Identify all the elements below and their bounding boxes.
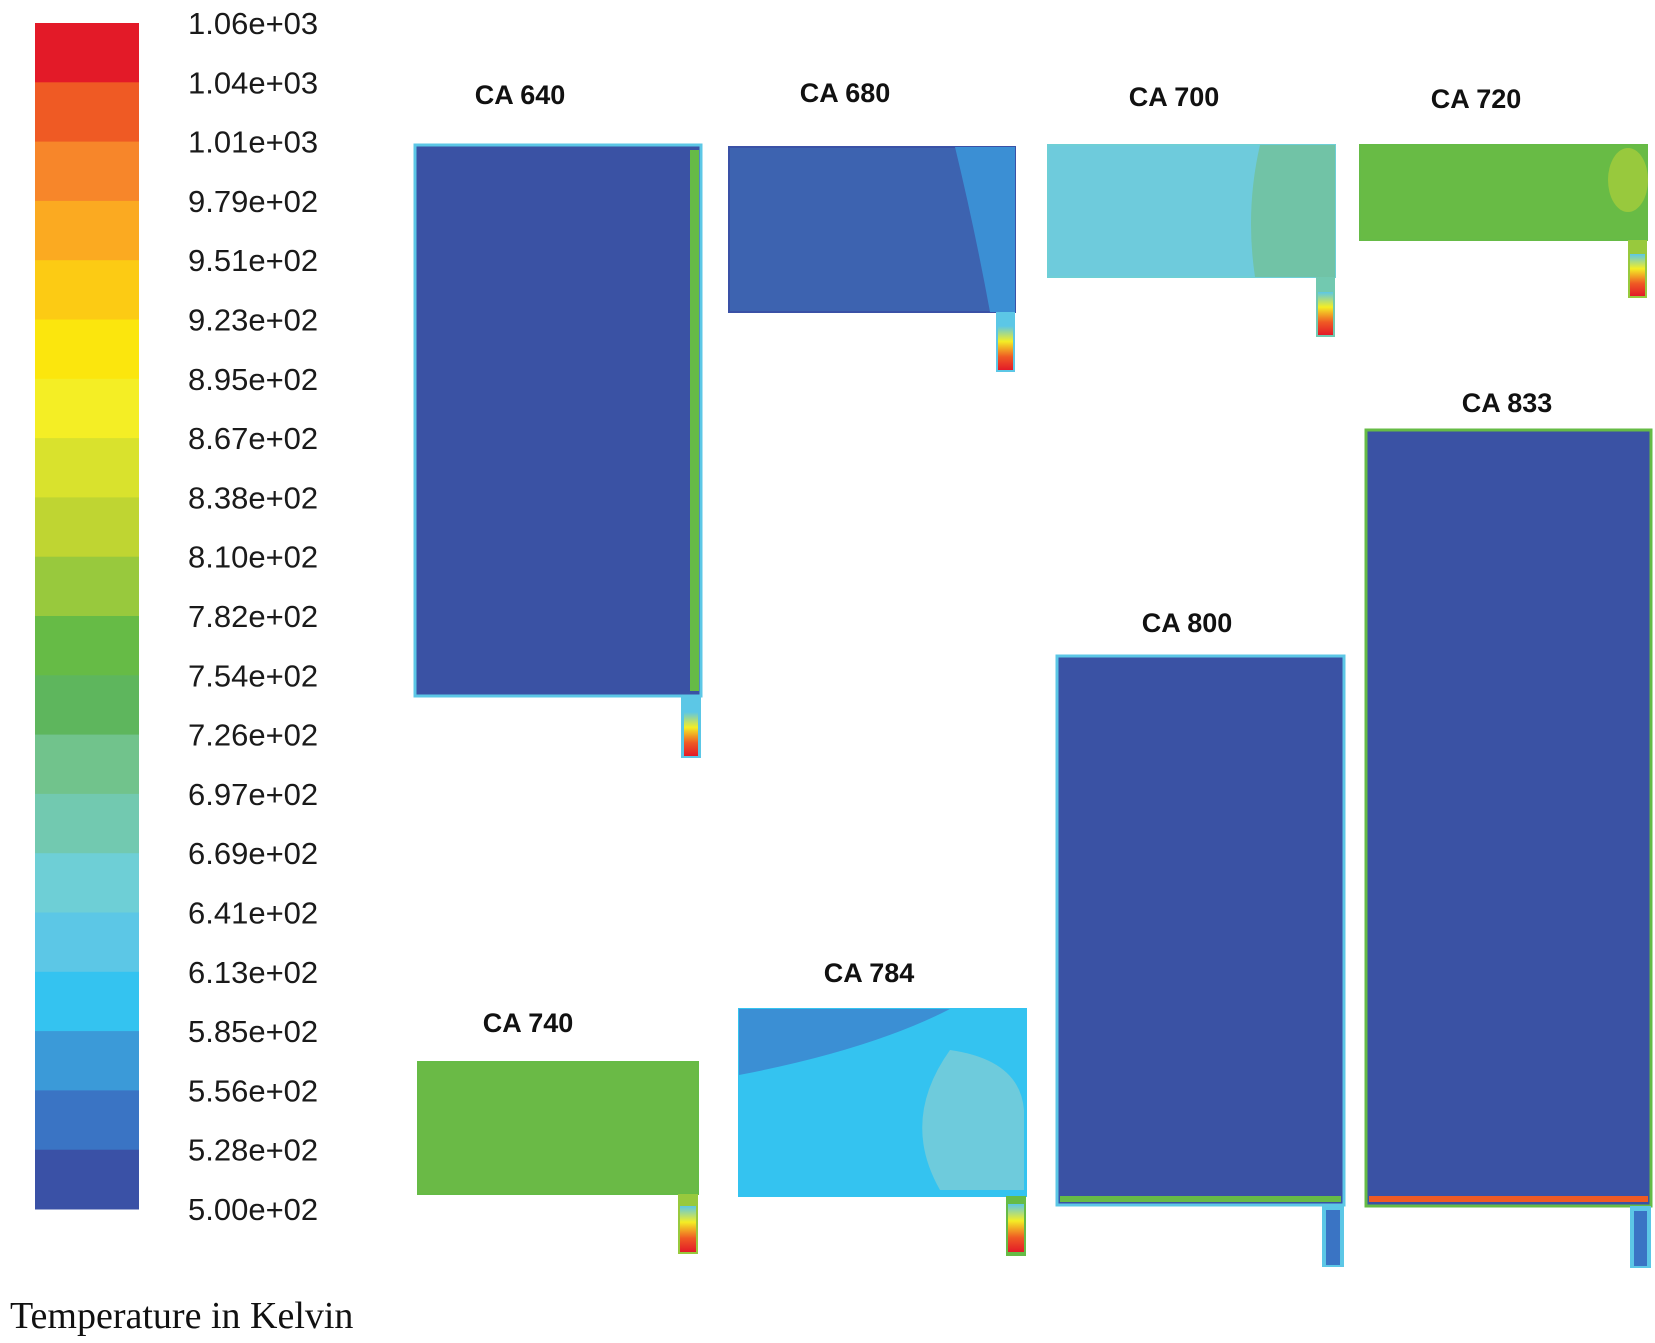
panel-ca-740: CA 740 (417, 1008, 699, 1254)
legend-tick-label: 8.67e+02 (188, 421, 318, 456)
color-band (35, 1090, 139, 1151)
legend-tick-label: 6.69e+02 (188, 836, 318, 871)
legend-tick-label: 6.13e+02 (188, 955, 318, 990)
color-band (35, 1149, 139, 1210)
color-band (35, 734, 139, 795)
panel-ca-784: CA 784 (738, 958, 1027, 1256)
legend-tick-label: 5.28e+02 (188, 1133, 318, 1168)
panel-label: CA 640 (475, 80, 566, 110)
color-band (35, 793, 139, 854)
legend-tick-label: 8.38e+02 (188, 480, 318, 515)
color-band (35, 616, 139, 676)
chamber-region (1055, 654, 1346, 1207)
legend-tick-label: 9.79e+02 (188, 184, 318, 219)
legend-tick-label: 7.54e+02 (188, 658, 318, 693)
color-band (35, 260, 139, 320)
hot-spot (680, 1206, 696, 1252)
legend-tick-label: 9.51e+02 (188, 243, 318, 278)
color-band (35, 497, 139, 558)
wall-gradient (955, 147, 1015, 312)
color-band (35, 378, 139, 439)
crevice-core (1634, 1211, 1647, 1266)
color-band (35, 438, 139, 498)
hot-spot (1318, 292, 1333, 335)
color-band (35, 319, 139, 380)
panel-ca-700: CA 700 (1047, 82, 1336, 337)
legend-caption: Temperature in Kelvin (10, 1295, 353, 1337)
color-band (35, 1031, 139, 1091)
legend-tick-label: 9.23e+02 (188, 303, 318, 338)
legend-tick-label: 5.56e+02 (188, 1073, 318, 1108)
panel-label: CA 833 (1462, 388, 1553, 418)
crevice-core (1326, 1210, 1340, 1265)
color-band (35, 853, 139, 913)
panel-ca-680: CA 680 (728, 78, 1016, 372)
hot-spot (1630, 254, 1645, 296)
panel-label: CA 680 (800, 78, 891, 108)
hot-spot (998, 326, 1013, 370)
warm-region (922, 1050, 1024, 1190)
panel-ca-800: CA 800 (1055, 608, 1346, 1267)
chamber-region (417, 1061, 699, 1195)
panel-label: CA 784 (824, 958, 915, 988)
color-band (35, 912, 139, 973)
color-band (35, 675, 139, 736)
chamber-region (1359, 144, 1648, 241)
panel-label: CA 720 (1431, 84, 1522, 114)
legend-tick-label: 5.00e+02 (188, 1192, 318, 1227)
panel-label: CA 740 (483, 1008, 574, 1038)
hot-spot (1008, 1204, 1024, 1252)
legend-tick-label: 6.41e+02 (188, 896, 318, 931)
panel-label: CA 800 (1142, 608, 1233, 638)
wall-gradient (1060, 1196, 1341, 1202)
panel-ca-720: CA 720 (1359, 84, 1648, 298)
color-band (35, 82, 139, 143)
color-legend-ticks: 1.06e+03 1.04e+03 1.01e+03 9.79e+02 9.51e+02… (188, 6, 318, 1227)
wall-gradient (690, 150, 699, 691)
legend-tick-label: 8.10e+02 (188, 540, 318, 575)
chamber-region (1364, 428, 1653, 1208)
legend-tick-label: 6.97e+02 (188, 777, 318, 812)
hot-spot (684, 712, 698, 756)
legend-tick-label: 1.06e+03 (188, 6, 318, 41)
panel-ca-640: CA 640 (413, 80, 703, 758)
color-band (35, 200, 139, 261)
legend-tick-label: 5.85e+02 (188, 1014, 318, 1049)
wall-gradient (1608, 148, 1648, 212)
color-band (35, 556, 139, 617)
color-legend-bar (35, 23, 139, 1210)
color-band (35, 141, 139, 202)
chamber-region (413, 143, 703, 698)
legend-tick-label: 7.82e+02 (188, 599, 318, 634)
panel-ca-833: CA 833 (1364, 388, 1653, 1268)
wall-gradient (1369, 1196, 1648, 1202)
panel-label: CA 700 (1129, 82, 1220, 112)
cool-region (739, 1009, 950, 1075)
color-band (35, 971, 139, 1032)
color-band (35, 23, 139, 83)
legend-tick-label: 1.01e+03 (188, 125, 318, 160)
legend-tick-label: 1.04e+03 (188, 65, 318, 100)
wall-gradient (1251, 145, 1335, 277)
legend-tick-label: 8.95e+02 (188, 362, 318, 397)
legend-tick-label: 7.26e+02 (188, 718, 318, 753)
